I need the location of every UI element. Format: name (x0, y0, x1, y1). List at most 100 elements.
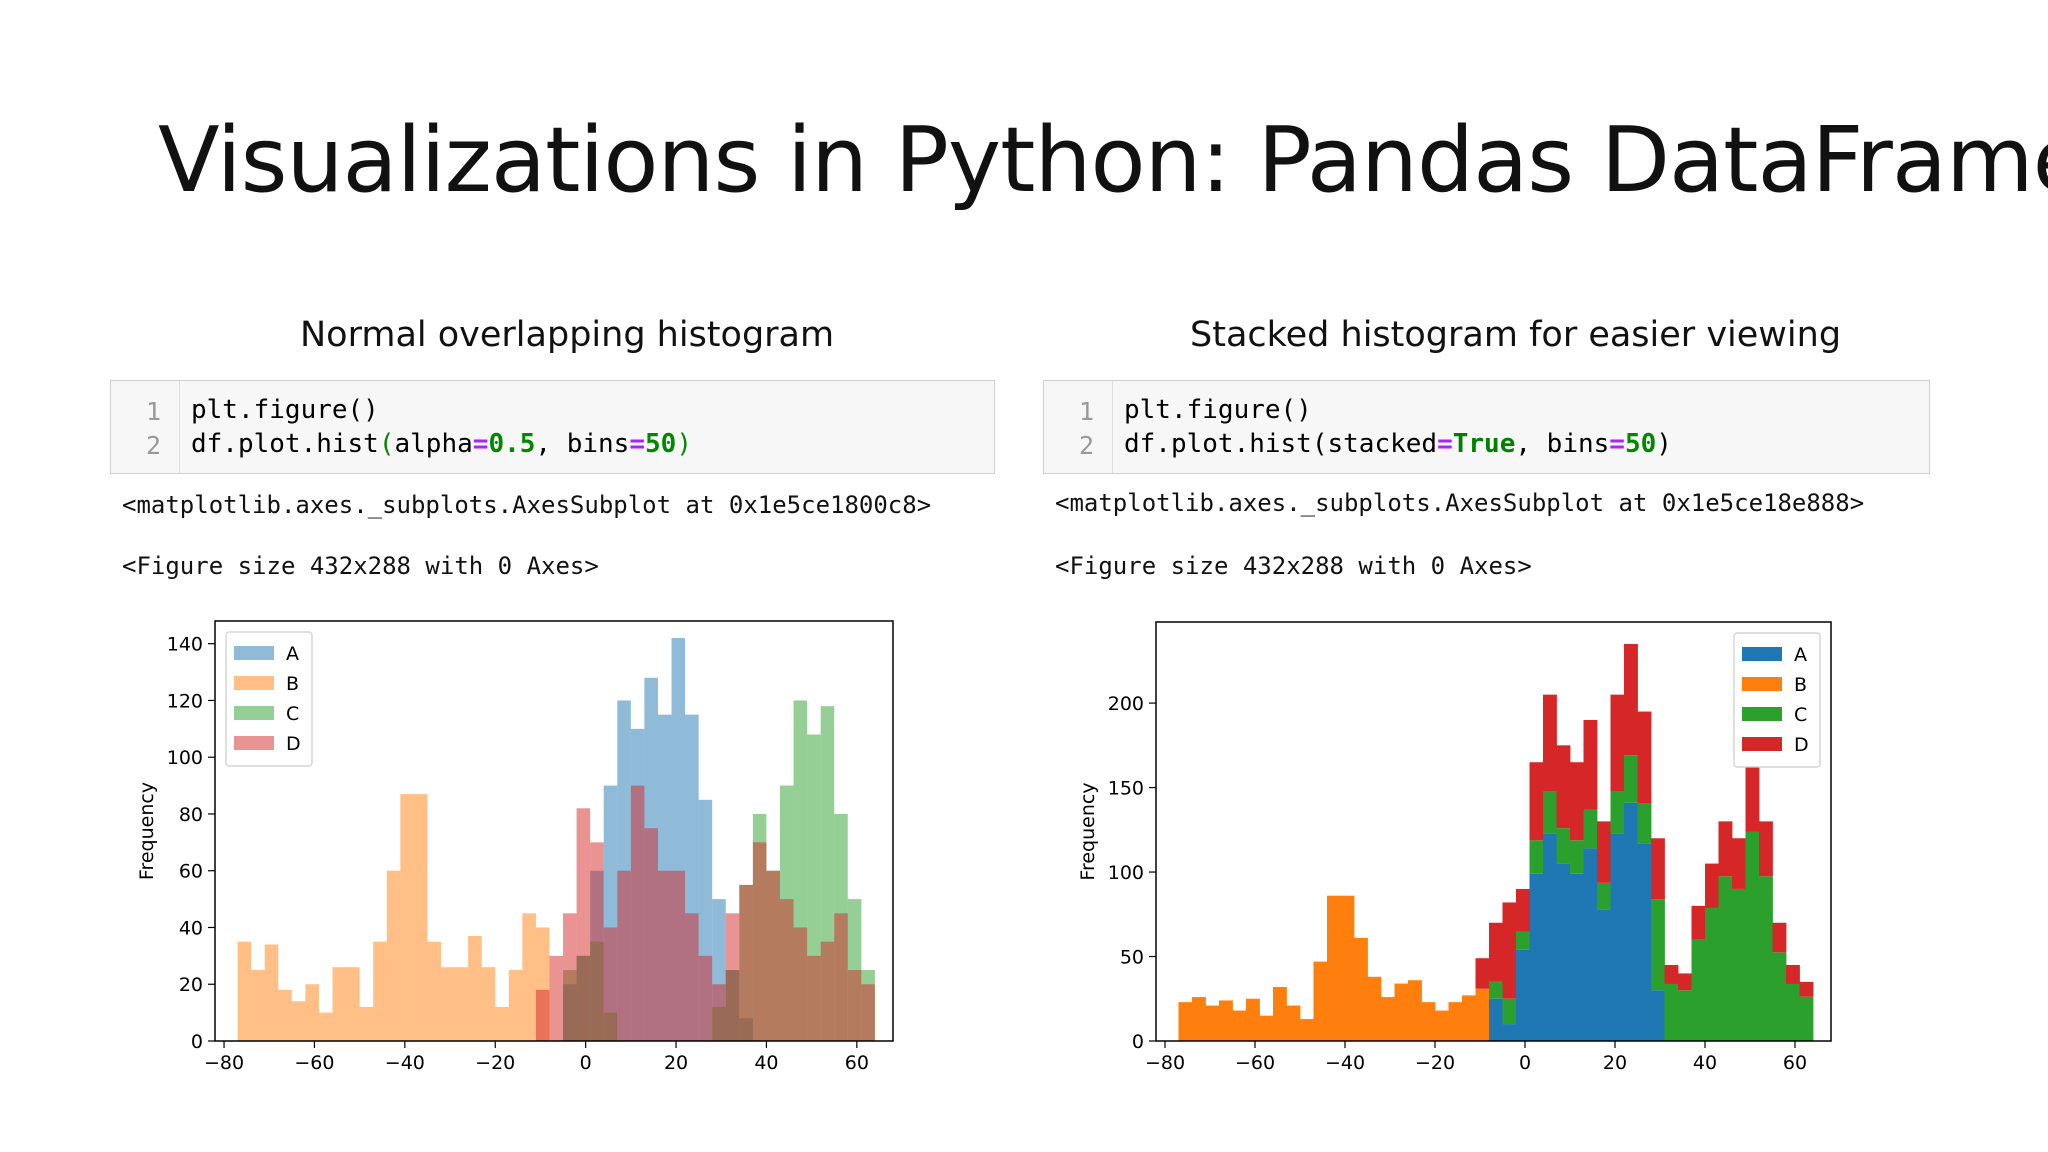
histogram-bar-d (576, 808, 591, 1041)
stacked-bar-d (1583, 719, 1598, 810)
stacked-bar-a (1610, 833, 1625, 1041)
stacked-bar-b (1354, 937, 1368, 1041)
x-tick-label: −40 (1325, 1052, 1365, 1074)
stacked-bar-d (1745, 762, 1760, 832)
histogram-bar-d (780, 899, 794, 1041)
histogram-bar-d (861, 984, 875, 1041)
histogram-bar-d (739, 884, 753, 1041)
stacked-bar-d (1502, 902, 1517, 999)
histogram-bar-d (644, 828, 658, 1041)
line-number-gutter: 1 2 (1044, 381, 1113, 473)
right-code-cell[interactable]: 1 2 plt.figure() df.plot.hist(stacked=Tr… (1043, 380, 1930, 474)
histogram-bar-b (522, 913, 536, 1041)
plot-frame (1155, 621, 1832, 1042)
legend-swatch (234, 706, 274, 720)
y-tick-label: 140 (167, 634, 203, 656)
x-tick-label: 0 (1519, 1052, 1531, 1074)
histogram-bar-b (318, 1012, 333, 1041)
legend-box (1733, 632, 1821, 768)
histogram-bar-b (278, 989, 292, 1041)
code-paren: ( (378, 429, 395, 459)
stacked-bar-b (1300, 1019, 1314, 1041)
left-output-2: <Figure size 432x288 with 0 Axes> (122, 552, 599, 580)
y-tick-label: 0 (1132, 1031, 1144, 1053)
y-tick-label: 20 (179, 974, 203, 996)
stacked-bar-d (1610, 694, 1625, 792)
code-text: plt.figure() (191, 395, 379, 425)
code-op: = (472, 429, 489, 459)
y-tick-label: 0 (191, 1031, 203, 1053)
stacked-bar-a (1570, 873, 1584, 1041)
stacked-bar-a (1502, 1024, 1517, 1041)
right-output-2: <Figure size 432x288 with 0 Axes> (1055, 552, 1532, 580)
left-code-cell[interactable]: 1 2 plt.figure() df.plot.hist(alpha=0.5,… (110, 380, 995, 474)
code-text: plt.figure() (1124, 395, 1312, 425)
legend-swatch (1742, 737, 1782, 751)
legend-label: C (1794, 704, 1807, 726)
stacked-bar-c (1664, 983, 1679, 1041)
code-text: df.plot.hist (191, 429, 379, 459)
line-number: 2 (145, 431, 161, 460)
stacked-bar-a (1597, 909, 1611, 1041)
code-line-2: df.plot.hist(alpha=0.5, bins=50) (191, 429, 692, 459)
y-tick-label: 80 (179, 804, 203, 826)
legend-swatch (234, 736, 274, 750)
stacked-bar-d (1718, 821, 1733, 877)
stacked-bar-d (1759, 821, 1773, 877)
code-sep: , (1515, 429, 1547, 459)
histogram-bar-d (549, 955, 564, 1041)
code-op: = (629, 429, 645, 459)
histogram-bar-d (847, 970, 862, 1041)
legend-label: B (286, 673, 299, 695)
stacked-bar-c (1570, 840, 1584, 874)
x-tick-label: −60 (294, 1052, 334, 1074)
stacked-bar-c (1786, 983, 1800, 1041)
stacked-bar-d (1516, 888, 1530, 932)
stacked-bar-b (1475, 988, 1490, 1041)
stacked-bar-c (1705, 907, 1719, 1041)
histogram-bar-d (590, 842, 604, 1041)
code-sep: , (535, 429, 567, 459)
histogram-bar-b (291, 1001, 306, 1041)
stacked-bar-d (1475, 958, 1490, 989)
histogram-bar-b (305, 984, 319, 1041)
histogram-bar-b (359, 1006, 374, 1041)
x-tick-label: −80 (1145, 1052, 1185, 1074)
stacked-bar-b (1367, 976, 1382, 1041)
legend-swatch (1742, 677, 1782, 691)
stacked-bar-c (1624, 755, 1638, 803)
histogram-bar-b (454, 967, 469, 1041)
stacked-bar-b (1448, 1002, 1463, 1041)
stacked-bar-d (1489, 922, 1503, 982)
stacked-bar-c (1651, 899, 1665, 991)
stacked-bar-b (1273, 986, 1287, 1041)
x-tick-label: 40 (754, 1052, 778, 1074)
line-number: 1 (145, 397, 161, 426)
x-tick-label: −20 (475, 1052, 515, 1074)
stacked-bar-a (1529, 873, 1544, 1041)
stacked-bar-b (1178, 1002, 1193, 1041)
stacked-bar-c (1718, 876, 1733, 1041)
y-axis-label: Frequency (136, 782, 158, 880)
stacked-bar-d (1691, 905, 1706, 940)
histogram-bar-b (386, 870, 401, 1041)
histogram-bar-d (698, 955, 713, 1041)
stacked-bar-d (1543, 694, 1557, 792)
histogram-bar-b (373, 941, 387, 1041)
histogram-bar-d (630, 785, 645, 1041)
stacked-bar-b (1232, 1010, 1247, 1041)
histogram-bar-d (820, 941, 835, 1041)
stacked-bar-a (1583, 848, 1598, 1041)
stacked-bar-c (1597, 882, 1611, 910)
y-tick-label: 60 (179, 861, 203, 883)
code-arg: alpha (394, 429, 473, 459)
code-line-1: plt.figure() (191, 395, 379, 425)
histogram-bar-d (725, 913, 740, 1041)
histogram-bar-b (427, 941, 441, 1041)
stacked-bar-b (1286, 1005, 1301, 1041)
stacked-bar-a (1556, 863, 1571, 1041)
stacked-bar-c (1637, 803, 1652, 844)
code-paren: ) (1656, 429, 1672, 459)
code-number: 0.5 (488, 429, 536, 459)
stacked-bar-c (1759, 876, 1773, 1041)
